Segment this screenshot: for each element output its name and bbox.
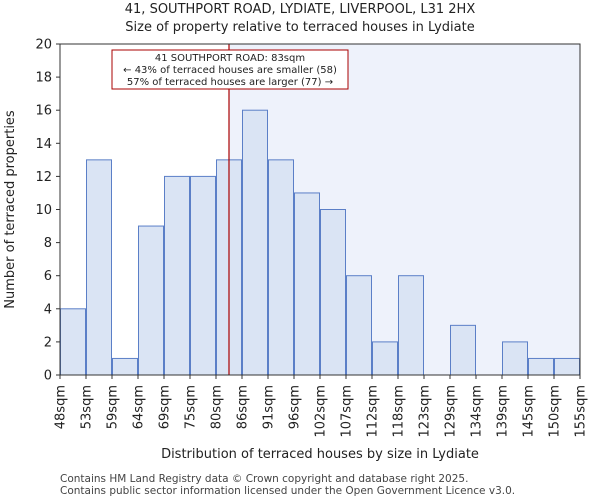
x-tick-label: 139sqm: [496, 385, 511, 438]
x-tick-label: 64sqm: [132, 385, 147, 429]
x-tick-label: 129sqm: [444, 385, 459, 438]
y-tick-label: 4: [44, 302, 52, 317]
annotation-line: 41 SOUTHPORT ROAD: 83sqm: [155, 53, 305, 64]
bar: [554, 357, 580, 376]
bar: [450, 324, 476, 376]
y-tick-label: 20: [35, 38, 52, 53]
x-tick-label: 102sqm: [314, 385, 329, 438]
bar: [112, 357, 138, 376]
y-tick-label: 0: [44, 369, 52, 384]
bar: [320, 209, 346, 376]
bar: [502, 341, 528, 376]
bar: [190, 175, 216, 376]
annotation-box: [111, 49, 349, 90]
bar: [372, 341, 398, 376]
x-tick-label: 96sqm: [288, 385, 303, 429]
x-axis-label: Distribution of terraced houses by size …: [161, 447, 479, 462]
x-tick-label: 59sqm: [106, 385, 121, 429]
x-tick-label: 145sqm: [522, 385, 537, 438]
footer-line-2: Contains public sector information licen…: [60, 485, 516, 497]
x-tick-label: 112sqm: [366, 385, 381, 438]
x-tick-label: 75sqm: [184, 385, 199, 429]
y-tick-label: 6: [44, 269, 52, 284]
x-tick-label: 53sqm: [80, 385, 95, 429]
y-axis-label: Number of terraced properties: [3, 110, 18, 309]
x-tick-label: 80sqm: [210, 385, 225, 429]
y-tick-label: 10: [35, 203, 52, 218]
y-tick-label: 12: [35, 170, 52, 185]
y-tick-label: 8: [44, 236, 52, 251]
x-tick-label: 134sqm: [470, 385, 485, 438]
chart-title: 41, SOUTHPORT ROAD, LYDIATE, LIVERPOOL, …: [124, 2, 476, 17]
bar: [398, 275, 424, 376]
bar: [294, 192, 320, 376]
bar: [528, 357, 554, 376]
x-tick-label: 155sqm: [574, 385, 589, 438]
x-tick-label: 48sqm: [54, 385, 69, 429]
annotation-line: ← 43% of terraced houses are smaller (58…: [123, 65, 337, 76]
y-tick-label: 16: [35, 104, 52, 119]
y-tick-label: 18: [35, 71, 52, 86]
y-tick-label: 14: [35, 137, 52, 152]
bar: [268, 159, 294, 376]
x-tick-label: 91sqm: [262, 385, 277, 429]
bar: [60, 308, 86, 376]
bar: [138, 225, 164, 376]
x-tick-label: 123sqm: [418, 385, 433, 438]
x-tick-label: 118sqm: [392, 385, 407, 438]
bar: [346, 275, 372, 376]
x-tick-label: 150sqm: [548, 385, 563, 438]
bar: [86, 159, 112, 376]
footer-line-1: Contains HM Land Registry data © Crown c…: [60, 473, 469, 485]
annotation-line: 57% of terraced houses are larger (77) →: [127, 77, 333, 88]
y-tick-label: 2: [44, 335, 52, 350]
bar: [164, 175, 190, 376]
x-tick-label: 69sqm: [158, 385, 173, 429]
chart-subtitle: Size of property relative to terraced ho…: [125, 20, 475, 35]
x-tick-label: 107sqm: [340, 385, 355, 438]
bar: [242, 109, 268, 376]
x-tick-label: 86sqm: [236, 385, 251, 429]
